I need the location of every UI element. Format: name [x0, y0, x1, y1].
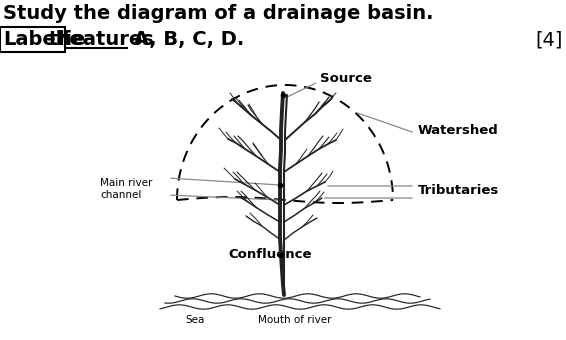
Text: Main river
channel: Main river channel [100, 178, 152, 200]
Text: Study the diagram of a drainage basin.: Study the diagram of a drainage basin. [3, 4, 434, 23]
Text: Tributaries: Tributaries [418, 184, 499, 197]
Text: the: the [42, 30, 92, 49]
Text: features: features [62, 30, 155, 49]
Text: Mouth of river: Mouth of river [258, 315, 332, 325]
Text: Source: Source [320, 71, 372, 85]
Text: Label: Label [3, 30, 62, 49]
Text: Sea: Sea [185, 315, 205, 325]
Text: Watershed: Watershed [418, 123, 499, 136]
Text: A, B, C, D.: A, B, C, D. [127, 30, 245, 49]
Text: Confluence: Confluence [228, 249, 311, 261]
Text: [4]: [4] [535, 30, 563, 49]
